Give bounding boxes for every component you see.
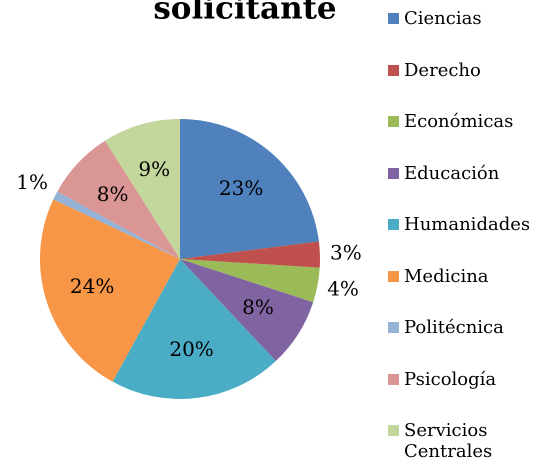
pie-slice <box>112 259 276 399</box>
legend-label: Ciencias <box>404 8 482 29</box>
legend-item: Educación <box>388 163 548 184</box>
legend-label: Humanidades <box>404 214 531 235</box>
pie-slice <box>104 119 180 259</box>
data-label: 24% <box>70 274 114 298</box>
legend-item: Económicas <box>388 111 548 132</box>
pie-slice <box>180 241 320 268</box>
data-label: 4% <box>327 277 359 301</box>
legend-swatch <box>388 219 399 230</box>
legend-label: Medicina <box>404 265 489 287</box>
legend-swatch <box>388 13 399 24</box>
legend-label: Derecho <box>404 59 481 81</box>
pie-slice <box>180 259 320 303</box>
legend-label: Servicios Centrales <box>404 420 493 462</box>
legend-label: Politécnica <box>404 317 504 338</box>
chart-title: solicitante <box>153 0 336 27</box>
legend-swatch <box>388 322 399 333</box>
data-label: 1% <box>16 170 48 194</box>
pie-slice <box>53 191 180 259</box>
pie-slice <box>180 259 314 362</box>
data-label: 8% <box>242 295 274 319</box>
data-label: 8% <box>97 182 129 206</box>
legend-swatch <box>388 64 399 76</box>
data-label: 20% <box>169 337 213 361</box>
legend-swatch <box>388 167 399 179</box>
legend-swatch <box>388 116 399 127</box>
legend-item: Derecho <box>388 60 548 81</box>
legend-label: Económicas <box>404 111 514 132</box>
data-label: 9% <box>138 157 170 181</box>
legend-swatch <box>388 373 399 385</box>
pie-slice <box>57 140 181 259</box>
pie-slice <box>39 199 180 382</box>
legend-item: Humanidades <box>388 214 548 235</box>
legend-swatch <box>388 425 399 436</box>
legend-swatch <box>388 270 399 282</box>
data-label: 3% <box>330 240 362 264</box>
data-label: 23% <box>219 176 263 200</box>
legend-label: Educación <box>404 162 500 184</box>
legend-item: Servicios Centrales <box>388 420 548 462</box>
legend-item: Politécnica <box>388 317 548 338</box>
legend-item: Medicina <box>388 266 548 287</box>
legend-label: Psicología <box>404 368 497 390</box>
legend-item: Psicología <box>388 369 548 390</box>
legend-item: Ciencias <box>388 8 548 29</box>
pie-slice <box>180 119 319 259</box>
